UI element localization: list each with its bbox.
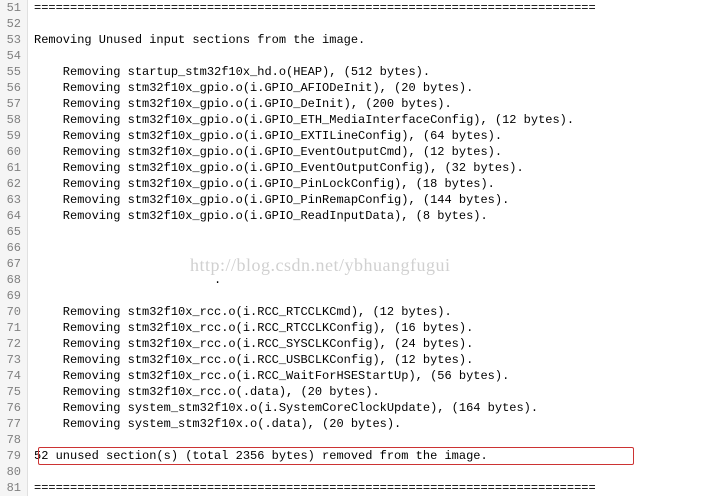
code-content[interactable] xyxy=(28,48,718,64)
line-number: 61 xyxy=(0,160,28,176)
line-number: 65 xyxy=(0,224,28,240)
code-line: 74 Removing stm32f10x_rcc.o(i.RCC_WaitFo… xyxy=(0,368,718,384)
code-content[interactable]: Removing stm32f10x_gpio.o(i.GPIO_PinRema… xyxy=(28,192,718,208)
code-line: 51======================================… xyxy=(0,0,718,16)
code-content[interactable]: ========================================… xyxy=(28,0,718,16)
code-line: 61 Removing stm32f10x_gpio.o(i.GPIO_Even… xyxy=(0,160,718,176)
line-number: 79 xyxy=(0,448,28,464)
code-content[interactable]: Removing stm32f10x_gpio.o(i.GPIO_EventOu… xyxy=(28,144,718,160)
code-line: 78 xyxy=(0,432,718,448)
code-content[interactable]: Removing stm32f10x_rcc.o(i.RCC_RTCCLKCmd… xyxy=(28,304,718,320)
line-number: 76 xyxy=(0,400,28,416)
line-number: 73 xyxy=(0,352,28,368)
code-line: 81======================================… xyxy=(0,480,718,496)
code-content[interactable] xyxy=(28,224,718,240)
line-number: 70 xyxy=(0,304,28,320)
line-number: 74 xyxy=(0,368,28,384)
code-content[interactable]: Removing stm32f10x_gpio.o(i.GPIO_ReadInp… xyxy=(28,208,718,224)
code-line: 54 xyxy=(0,48,718,64)
code-line: 63 Removing stm32f10x_gpio.o(i.GPIO_PinR… xyxy=(0,192,718,208)
code-content[interactable]: 52 unused section(s) (total 2356 bytes) … xyxy=(28,448,718,464)
code-content[interactable]: Removing stm32f10x_gpio.o(i.GPIO_ETH_Med… xyxy=(28,112,718,128)
code-line: 68 . xyxy=(0,272,718,288)
code-content[interactable]: Removing stm32f10x_gpio.o(i.GPIO_AFIODeI… xyxy=(28,80,718,96)
code-content[interactable]: Removing stm32f10x_rcc.o(.data), (20 byt… xyxy=(28,384,718,400)
line-number: 81 xyxy=(0,480,28,496)
line-number: 62 xyxy=(0,176,28,192)
code-content[interactable]: Removing stm32f10x_gpio.o(i.GPIO_EventOu… xyxy=(28,160,718,176)
code-line: 58 Removing stm32f10x_gpio.o(i.GPIO_ETH_… xyxy=(0,112,718,128)
code-content[interactable] xyxy=(28,256,718,272)
code-content[interactable]: . xyxy=(28,272,718,288)
code-content[interactable]: Removing startup_stm32f10x_hd.o(HEAP), (… xyxy=(28,64,718,80)
line-number: 59 xyxy=(0,128,28,144)
code-editor: 51======================================… xyxy=(0,0,718,496)
code-line: 75 Removing stm32f10x_rcc.o(.data), (20 … xyxy=(0,384,718,400)
code-content[interactable]: Removing Unused input sections from the … xyxy=(28,32,718,48)
line-number: 67 xyxy=(0,256,28,272)
code-line: 55 Removing startup_stm32f10x_hd.o(HEAP)… xyxy=(0,64,718,80)
code-content[interactable] xyxy=(28,464,718,480)
code-content[interactable]: ========================================… xyxy=(28,480,718,496)
line-number: 78 xyxy=(0,432,28,448)
code-content[interactable]: Removing stm32f10x_rcc.o(i.RCC_RTCCLKCon… xyxy=(28,320,718,336)
code-line: 53Removing Unused input sections from th… xyxy=(0,32,718,48)
code-content[interactable] xyxy=(28,240,718,256)
code-content[interactable] xyxy=(28,288,718,304)
line-number: 75 xyxy=(0,384,28,400)
line-number: 66 xyxy=(0,240,28,256)
code-line: 59 Removing stm32f10x_gpio.o(i.GPIO_EXTI… xyxy=(0,128,718,144)
line-number: 68 xyxy=(0,272,28,288)
code-content[interactable]: Removing stm32f10x_rcc.o(i.RCC_SYSCLKCon… xyxy=(28,336,718,352)
code-line: 67 xyxy=(0,256,718,272)
code-line: 56 Removing stm32f10x_gpio.o(i.GPIO_AFIO… xyxy=(0,80,718,96)
line-number: 56 xyxy=(0,80,28,96)
code-line: 73 Removing stm32f10x_rcc.o(i.RCC_USBCLK… xyxy=(0,352,718,368)
line-number: 55 xyxy=(0,64,28,80)
code-content[interactable] xyxy=(28,432,718,448)
code-content[interactable]: Removing stm32f10x_gpio.o(i.GPIO_PinLock… xyxy=(28,176,718,192)
code-line: 52 xyxy=(0,16,718,32)
code-content[interactable]: Removing stm32f10x_rcc.o(i.RCC_USBCLKCon… xyxy=(28,352,718,368)
line-number: 64 xyxy=(0,208,28,224)
code-line: 60 Removing stm32f10x_gpio.o(i.GPIO_Even… xyxy=(0,144,718,160)
code-line: 66 xyxy=(0,240,718,256)
code-line: 71 Removing stm32f10x_rcc.o(i.RCC_RTCCLK… xyxy=(0,320,718,336)
code-content[interactable]: Removing system_stm32f10x.o(i.SystemCore… xyxy=(28,400,718,416)
line-number: 52 xyxy=(0,16,28,32)
code-line: 64 Removing stm32f10x_gpio.o(i.GPIO_Read… xyxy=(0,208,718,224)
code-content[interactable]: Removing stm32f10x_rcc.o(i.RCC_WaitForHS… xyxy=(28,368,718,384)
line-number: 53 xyxy=(0,32,28,48)
code-line: 62 Removing stm32f10x_gpio.o(i.GPIO_PinL… xyxy=(0,176,718,192)
code-line: 80 xyxy=(0,464,718,480)
code-line: 7952 unused section(s) (total 2356 bytes… xyxy=(0,448,718,464)
code-line: 70 Removing stm32f10x_rcc.o(i.RCC_RTCCLK… xyxy=(0,304,718,320)
code-content[interactable] xyxy=(28,16,718,32)
code-line: 76 Removing system_stm32f10x.o(i.SystemC… xyxy=(0,400,718,416)
code-line: 57 Removing stm32f10x_gpio.o(i.GPIO_DeIn… xyxy=(0,96,718,112)
code-line: 72 Removing stm32f10x_rcc.o(i.RCC_SYSCLK… xyxy=(0,336,718,352)
code-line: 69 xyxy=(0,288,718,304)
line-number: 54 xyxy=(0,48,28,64)
code-content[interactable]: Removing system_stm32f10x.o(.data), (20 … xyxy=(28,416,718,432)
code-line: 77 Removing system_stm32f10x.o(.data), (… xyxy=(0,416,718,432)
line-number: 71 xyxy=(0,320,28,336)
line-number: 57 xyxy=(0,96,28,112)
line-number: 51 xyxy=(0,0,28,16)
line-number: 58 xyxy=(0,112,28,128)
line-number: 60 xyxy=(0,144,28,160)
code-content[interactable]: Removing stm32f10x_gpio.o(i.GPIO_DeInit)… xyxy=(28,96,718,112)
line-number: 72 xyxy=(0,336,28,352)
line-number: 80 xyxy=(0,464,28,480)
line-number: 77 xyxy=(0,416,28,432)
line-number: 63 xyxy=(0,192,28,208)
line-number: 69 xyxy=(0,288,28,304)
code-line: 65 xyxy=(0,224,718,240)
code-content[interactable]: Removing stm32f10x_gpio.o(i.GPIO_EXTILin… xyxy=(28,128,718,144)
